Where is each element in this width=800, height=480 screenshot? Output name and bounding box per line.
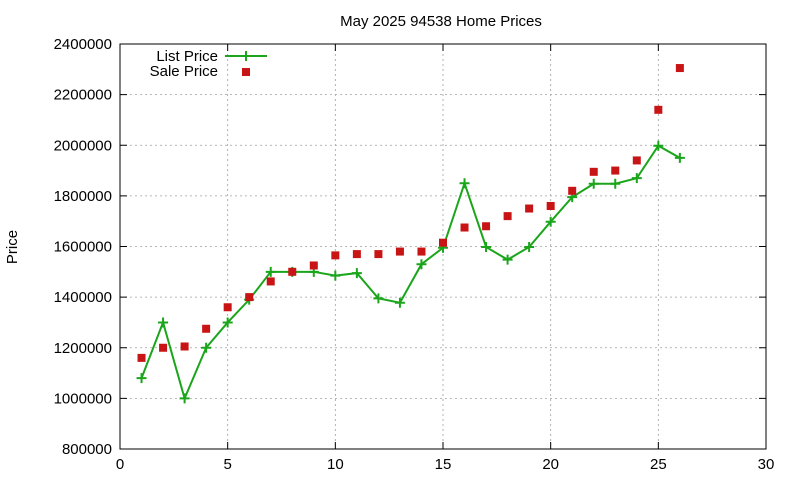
sale-price-point [245, 293, 254, 302]
legend-marker-sale-price [242, 68, 250, 76]
list-price-point [674, 152, 685, 163]
list-price-point [631, 173, 642, 184]
sale-price-point [374, 250, 383, 259]
sale-price-point [611, 166, 620, 175]
list-price-point [416, 259, 427, 270]
list-price-point [265, 266, 276, 277]
sale-price-point [654, 105, 663, 114]
legend-label-list-price: List Price [156, 48, 218, 65]
list-price-point [502, 254, 513, 265]
y-tick-label: 2400000 [54, 36, 112, 53]
axis-ticks: 800000 1000000 1200000 1400000 1600000 180000… [54, 36, 775, 473]
chart-title: May 2025 94538 Home Prices [340, 13, 542, 30]
y-tick-label: 1000000 [54, 390, 112, 407]
x-tick-label: 0 [116, 456, 124, 473]
x-tick-label: 10 [327, 456, 344, 473]
sale-price-point [589, 167, 598, 176]
x-tick-label: 15 [435, 456, 452, 473]
y-tick-label: 2000000 [54, 137, 112, 154]
sale-price-point [331, 251, 340, 260]
list-price-point [481, 242, 492, 253]
sale-price-point [395, 247, 404, 256]
list-price-point [610, 178, 621, 189]
sale-price-point [223, 303, 232, 312]
series [136, 64, 685, 404]
list-price-point [653, 140, 664, 151]
sale-price-point [202, 324, 211, 333]
list-price-point [459, 178, 470, 189]
sale-price-point [525, 204, 534, 213]
y-tick-label: 1400000 [54, 289, 112, 306]
list-price-point [136, 373, 147, 384]
list-price-point [158, 317, 169, 328]
x-tick-label: 5 [223, 456, 231, 473]
y-tick-label: 1600000 [54, 239, 112, 256]
x-tick-label: 30 [758, 456, 775, 473]
list-price-point [201, 342, 212, 353]
sale-price-point [266, 277, 275, 286]
list-price-point [222, 317, 233, 328]
sale-price-point [159, 343, 168, 352]
list-price-point [373, 293, 384, 304]
sale-price-point [288, 267, 297, 276]
legend-marker-list-price [241, 51, 251, 61]
series-line-list-price [140, 144, 681, 402]
list-price-point [179, 393, 190, 404]
y-tick-label: 800000 [62, 441, 112, 458]
sale-price-point [137, 353, 146, 362]
list-price-point [330, 270, 341, 281]
y-tick-label: 2200000 [54, 87, 112, 104]
y-axis-label: Price [4, 230, 21, 264]
sale-price-point [460, 223, 469, 232]
sale-price-point [503, 212, 512, 221]
list-price-point [394, 297, 405, 308]
sale-price-point [180, 342, 189, 351]
sale-price-point [439, 238, 447, 247]
sale-price-point [482, 222, 491, 231]
legend: List Price Sale Price [150, 48, 267, 80]
y-tick-label: 1200000 [54, 340, 112, 357]
list-price-point [524, 242, 535, 253]
sale-price-point [309, 261, 318, 270]
sale-price-point [546, 202, 555, 210]
sale-price-point [568, 186, 577, 195]
x-tick-label: 25 [650, 456, 667, 473]
list-price-point [351, 268, 362, 279]
list-price-point [588, 178, 599, 189]
sale-price-point [675, 64, 684, 73]
y-tick-label: 1800000 [54, 188, 112, 205]
sale-price-point [632, 156, 641, 165]
list-price-point [545, 216, 556, 227]
legend-label-sale-price: Sale Price [150, 63, 218, 80]
x-tick-label: 20 [542, 456, 559, 473]
sale-price-point [352, 250, 361, 259]
sale-price-point [417, 247, 426, 256]
